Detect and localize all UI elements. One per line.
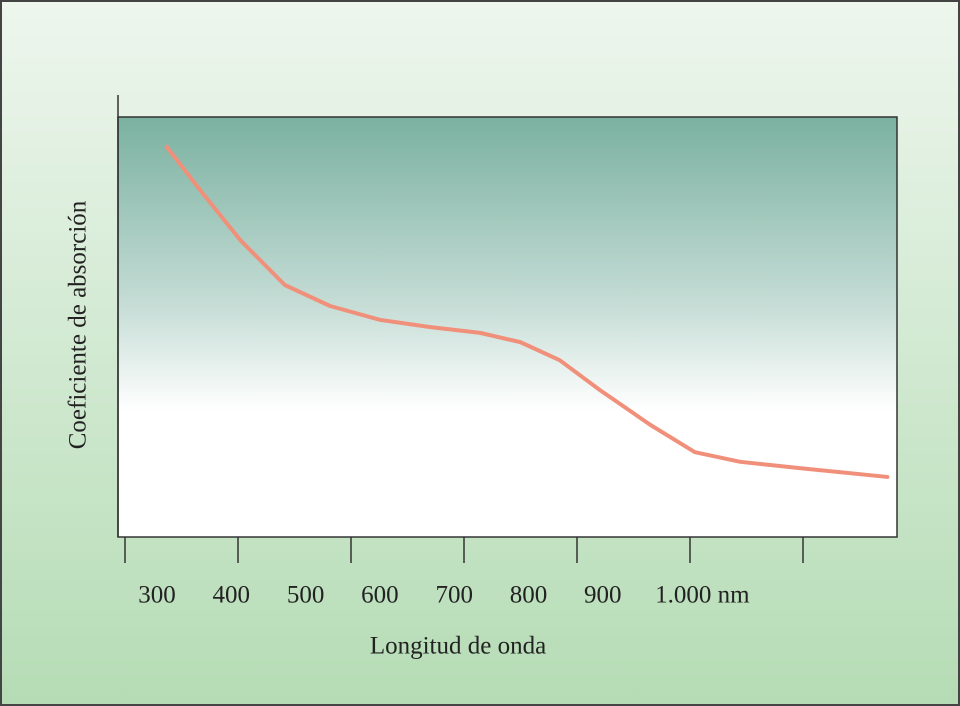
x-axis-label: Longitud de onda xyxy=(370,633,546,660)
data-line xyxy=(164,144,890,479)
x-tick-label: 300 xyxy=(138,582,176,609)
axis-decor xyxy=(117,95,804,563)
x-tick-label: 800 xyxy=(510,582,548,609)
x-tick-label: 900 xyxy=(584,582,622,609)
plot-area xyxy=(117,116,898,538)
x-tick-label: 700 xyxy=(435,582,473,609)
x-tick-label: 500 xyxy=(287,582,325,609)
x-tick-label: 400 xyxy=(213,582,251,609)
y-axis-label: Coeficiente de absorción xyxy=(65,200,92,449)
x-tick-label: 600 xyxy=(361,582,399,609)
x-tick-label: 1.000 nm xyxy=(655,582,750,609)
